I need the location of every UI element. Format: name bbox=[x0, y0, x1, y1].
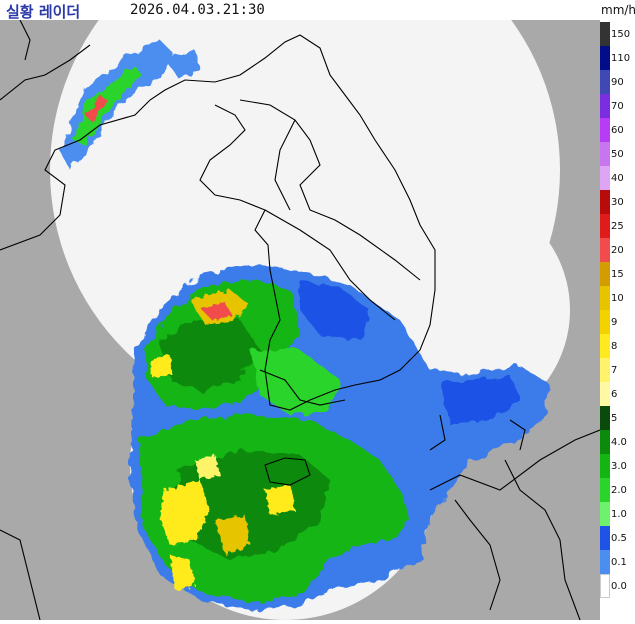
legend-swatch bbox=[600, 22, 610, 46]
legend-label: 15 bbox=[611, 269, 624, 280]
legend-label: 25 bbox=[611, 221, 624, 232]
legend-swatch bbox=[600, 214, 610, 238]
legend-label: 20 bbox=[611, 245, 624, 256]
legend-label: 90 bbox=[611, 77, 624, 88]
legend-label: 30 bbox=[611, 197, 624, 208]
legend-label: 50 bbox=[611, 149, 624, 160]
boundary-lines bbox=[0, 19, 601, 621]
legend-label: 0.1 bbox=[611, 557, 627, 568]
legend-swatch bbox=[600, 502, 610, 526]
legend-label: 0.0 bbox=[611, 581, 627, 592]
legend-swatch bbox=[600, 262, 610, 286]
legend-swatch bbox=[600, 118, 610, 142]
legend-swatch bbox=[600, 550, 610, 574]
page-title: 실황 레이더 bbox=[6, 3, 81, 21]
legend-label: 2.0 bbox=[611, 485, 627, 496]
legend-label: 110 bbox=[611, 53, 631, 64]
legend-swatch bbox=[600, 94, 610, 118]
legend-label: 1.0 bbox=[611, 509, 627, 520]
heavy-rain-cells bbox=[150, 290, 295, 590]
legend-swatch bbox=[600, 478, 610, 502]
legend-label: 0.5 bbox=[611, 533, 627, 544]
legend-swatch bbox=[600, 430, 610, 454]
legend-label: 10 bbox=[611, 293, 624, 304]
title-bar: 실황 레이더 2026.04.03.21:30 bbox=[0, 0, 600, 21]
legend-swatch bbox=[600, 574, 610, 598]
rain-northwest bbox=[60, 40, 200, 170]
radar-map[interactable] bbox=[0, 0, 601, 621]
legend-swatch bbox=[600, 46, 610, 70]
legend-label: 6 bbox=[611, 389, 618, 400]
legend-swatch bbox=[600, 286, 610, 310]
legend-swatch bbox=[600, 70, 610, 94]
legend-label: 9 bbox=[611, 317, 618, 328]
radar-map-canvas bbox=[0, 0, 601, 621]
legend-label: 8 bbox=[611, 341, 618, 352]
legend-swatch bbox=[600, 166, 610, 190]
legend-swatch bbox=[600, 310, 610, 334]
legend-swatch bbox=[600, 406, 610, 430]
legend-swatch bbox=[600, 142, 610, 166]
legend-swatch bbox=[600, 454, 610, 478]
unit-label: mm/h bbox=[601, 3, 635, 17]
legend-label: 150 bbox=[611, 29, 631, 40]
legend-label: 40 bbox=[611, 173, 624, 184]
legend-swatch bbox=[600, 334, 610, 358]
legend-label: 5 bbox=[611, 413, 618, 424]
legend-label: 4.0 bbox=[611, 437, 627, 448]
observation-time: 2026.04.03.21:30 bbox=[130, 2, 265, 18]
legend: 150 110 90 70 60 50 40 30 25 20 15 10 9 8 7 6 5 4.0 3.0 2.0… bbox=[600, 20, 635, 620]
legend-swatch bbox=[600, 382, 610, 406]
legend-swatch bbox=[600, 238, 610, 262]
legend-label: 3.0 bbox=[611, 461, 627, 472]
legend-swatch bbox=[600, 526, 610, 550]
legend-label: 7 bbox=[611, 365, 618, 376]
legend-label: 70 bbox=[611, 101, 624, 112]
legend-swatch bbox=[600, 190, 610, 214]
legend-swatch bbox=[600, 358, 610, 382]
legend-label: 60 bbox=[611, 125, 624, 136]
